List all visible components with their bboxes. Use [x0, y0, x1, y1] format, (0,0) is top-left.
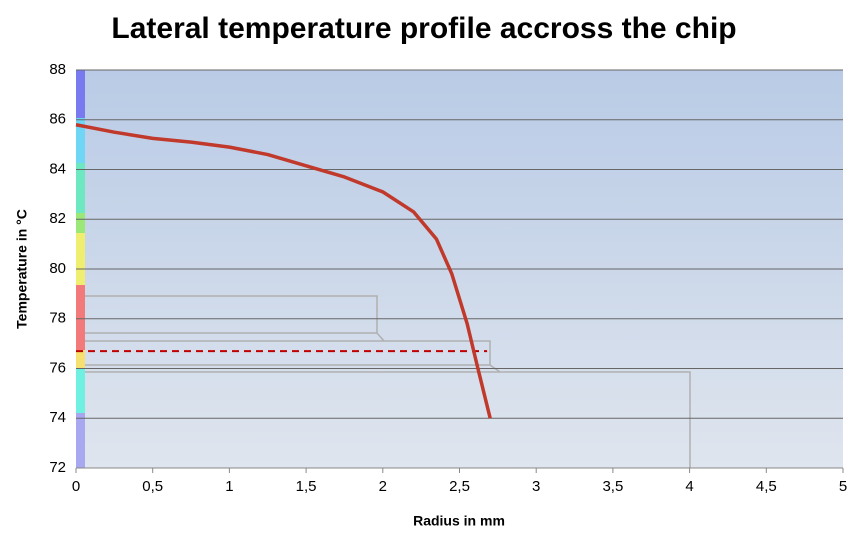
- x-tick-label: 3,5: [602, 478, 623, 495]
- data-line: [75, 123, 492, 419]
- x-tick-label: 3: [532, 478, 540, 495]
- x-tick-label: 2: [379, 478, 387, 495]
- color-strip: [76, 70, 85, 468]
- x-axis-label: Radius in mm: [413, 513, 505, 529]
- x-tick-label: 1: [225, 478, 233, 495]
- x-tick-label: 4,5: [756, 478, 777, 495]
- y-axis-label: Temperature in °C: [14, 209, 30, 329]
- y-tick-label: 86: [49, 111, 66, 128]
- x-tick-label: 5: [839, 478, 847, 495]
- y-tick-label: 88: [49, 61, 66, 78]
- x-tick-label: 1,5: [296, 478, 317, 495]
- y-tick-label: 76: [49, 359, 66, 376]
- x-tick-label: 4: [685, 478, 693, 495]
- y-tick-label: 82: [49, 210, 66, 227]
- x-tick-label: 2,5: [449, 478, 470, 495]
- y-tick-label: 80: [49, 260, 66, 277]
- chip-outline: [76, 295, 691, 468]
- x-tick-label: 0: [72, 478, 80, 495]
- y-tick-label: 72: [49, 459, 66, 476]
- x-tick-label: 0,5: [142, 478, 163, 495]
- y-tick-label: 74: [49, 409, 66, 426]
- y-tick-label: 78: [49, 310, 66, 327]
- y-tick-label: 84: [49, 160, 66, 177]
- chart-title: Lateral temperature profile accross the …: [111, 12, 736, 45]
